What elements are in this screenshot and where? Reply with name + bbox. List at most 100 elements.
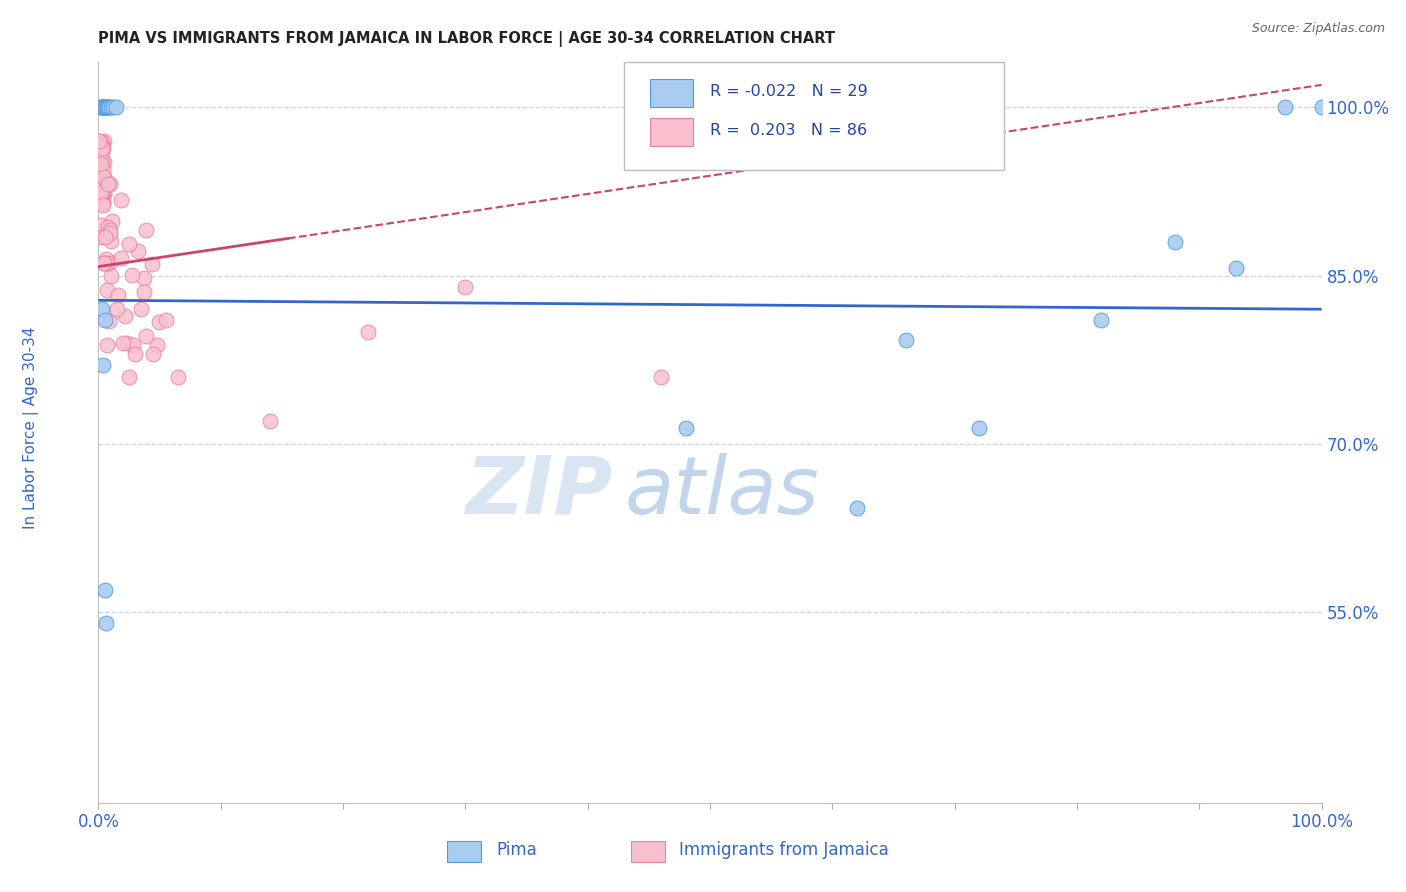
Point xyxy=(93,170,115,185)
Bar xyxy=(650,118,693,146)
Point xyxy=(94,230,117,244)
Point xyxy=(124,347,146,361)
Point xyxy=(94,252,117,266)
Point xyxy=(111,335,134,350)
Point xyxy=(101,214,124,228)
Point xyxy=(90,135,112,149)
Point xyxy=(89,145,111,159)
Point xyxy=(118,369,141,384)
Text: ZIP: ZIP xyxy=(465,453,612,531)
Point xyxy=(89,100,111,114)
Point xyxy=(93,154,115,169)
Point xyxy=(93,134,115,148)
Point xyxy=(107,288,129,302)
Point xyxy=(134,285,156,299)
Point xyxy=(90,100,112,114)
Point xyxy=(91,100,114,114)
Point xyxy=(845,500,868,515)
Point xyxy=(91,178,114,192)
Point xyxy=(100,100,122,114)
Point xyxy=(94,616,117,631)
Point xyxy=(91,156,114,170)
Point xyxy=(87,134,110,148)
Point xyxy=(91,100,114,114)
Point xyxy=(91,359,114,373)
Point xyxy=(91,196,114,211)
Point xyxy=(91,187,114,202)
Point xyxy=(90,185,112,199)
Text: Pima: Pima xyxy=(496,841,537,859)
Point xyxy=(91,161,114,176)
Point xyxy=(93,255,115,269)
Point xyxy=(675,421,697,435)
Point xyxy=(90,173,112,187)
Point xyxy=(146,337,169,351)
Point xyxy=(93,186,115,201)
Point xyxy=(98,223,121,237)
Point xyxy=(90,156,112,170)
Point xyxy=(90,176,112,190)
Point xyxy=(98,177,121,191)
Point xyxy=(91,100,114,114)
Point xyxy=(90,141,112,155)
Point xyxy=(121,268,143,282)
Text: PIMA VS IMMIGRANTS FROM JAMAICA IN LABOR FORCE | AGE 30-34 CORRELATION CHART: PIMA VS IMMIGRANTS FROM JAMAICA IN LABOR… xyxy=(98,31,835,47)
Point xyxy=(967,421,990,435)
Point xyxy=(93,313,115,327)
Point xyxy=(148,315,170,329)
Point xyxy=(98,100,121,114)
Text: R =  0.203   N = 86: R = 0.203 N = 86 xyxy=(710,123,868,138)
Text: R = -0.022   N = 29: R = -0.022 N = 29 xyxy=(710,84,868,99)
Point xyxy=(100,234,122,248)
Point xyxy=(93,582,115,597)
Point xyxy=(97,177,120,191)
Point xyxy=(87,179,110,194)
Point xyxy=(167,369,190,384)
Point xyxy=(93,186,115,201)
Point xyxy=(117,336,139,351)
Point xyxy=(97,100,120,114)
Bar xyxy=(650,78,693,107)
Bar xyxy=(630,841,665,862)
Point xyxy=(90,145,112,159)
Point xyxy=(90,230,112,244)
Point xyxy=(135,223,157,237)
Point xyxy=(1310,100,1333,114)
Bar xyxy=(447,841,481,862)
Point xyxy=(87,178,110,192)
Point xyxy=(96,283,118,297)
Point xyxy=(87,139,110,153)
Point xyxy=(93,100,115,114)
Point xyxy=(87,155,110,169)
Point xyxy=(650,369,672,384)
Point xyxy=(135,329,157,343)
Point xyxy=(134,271,156,285)
Point xyxy=(93,182,115,196)
Point xyxy=(142,347,165,361)
Point xyxy=(90,174,112,188)
Point xyxy=(94,100,117,114)
Point xyxy=(87,134,110,148)
Point xyxy=(93,256,115,270)
Point xyxy=(90,182,112,196)
Point xyxy=(100,268,122,283)
Point xyxy=(96,100,118,114)
Point xyxy=(141,257,163,271)
Point xyxy=(1274,100,1296,114)
Point xyxy=(90,218,112,232)
Point xyxy=(91,100,114,114)
Point xyxy=(87,150,110,164)
Point xyxy=(1225,260,1247,275)
Point xyxy=(89,184,111,198)
Point xyxy=(91,196,114,211)
Point xyxy=(1164,235,1187,249)
Point xyxy=(90,187,112,202)
Point xyxy=(117,237,139,252)
Point xyxy=(129,302,152,317)
Point xyxy=(104,100,127,114)
Text: Source: ZipAtlas.com: Source: ZipAtlas.com xyxy=(1251,22,1385,36)
Point xyxy=(91,198,114,212)
Point xyxy=(1090,313,1112,327)
Text: In Labor Force | Age 30-34: In Labor Force | Age 30-34 xyxy=(22,326,39,530)
Point xyxy=(91,152,114,166)
